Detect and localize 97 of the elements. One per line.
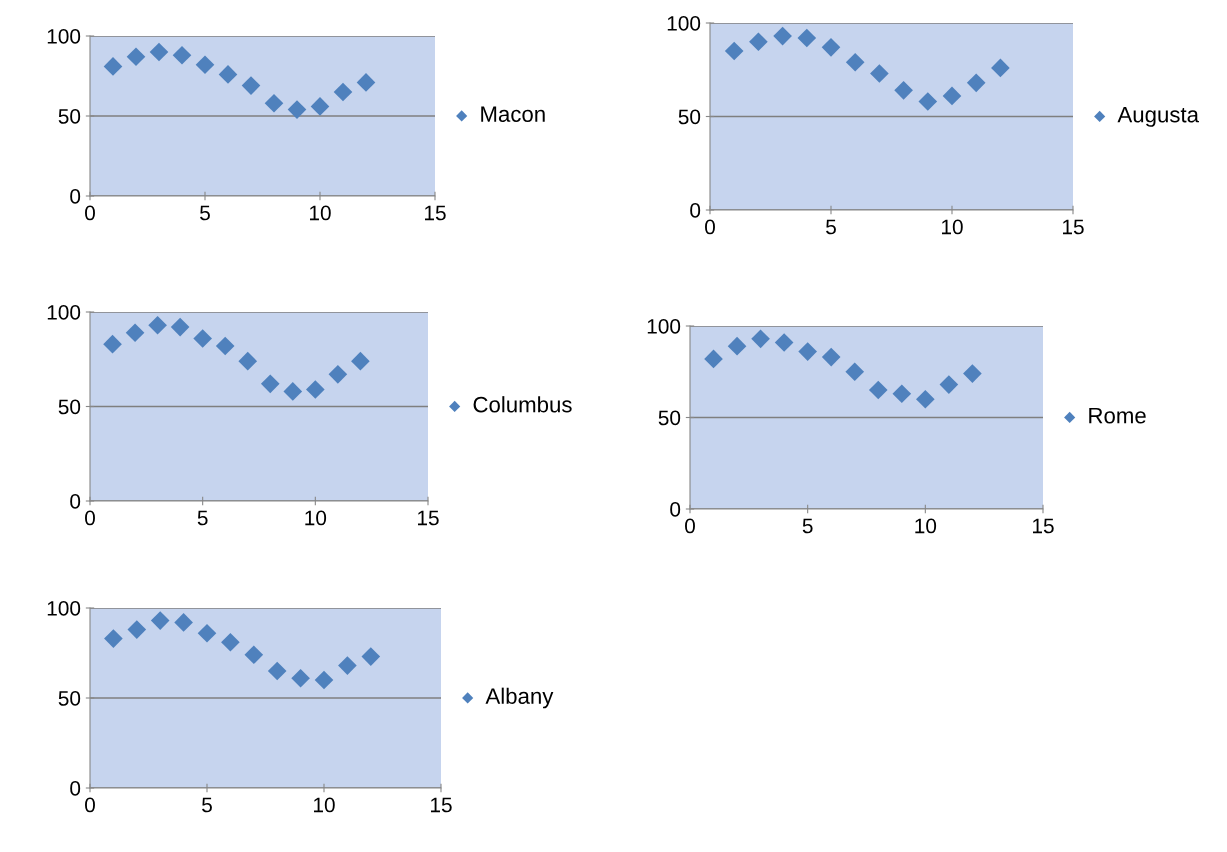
x-tick-label: 5 xyxy=(197,510,208,526)
x-tick-label: 15 xyxy=(1033,518,1054,534)
point xyxy=(939,375,959,394)
point xyxy=(195,55,215,75)
point xyxy=(894,81,913,100)
point xyxy=(868,380,888,400)
x-tick-label: 5 xyxy=(200,205,210,221)
x-tick-label: 15 xyxy=(1063,219,1084,235)
point xyxy=(170,317,190,337)
y-tick-label: 100 xyxy=(47,29,81,44)
point xyxy=(172,45,192,65)
point xyxy=(798,342,817,361)
point xyxy=(241,76,261,95)
x-tick-label: 10 xyxy=(942,219,963,235)
y-tick-label: 50 xyxy=(58,109,81,124)
point xyxy=(774,333,794,352)
point xyxy=(870,64,889,83)
legend-label: Albany xyxy=(485,687,554,709)
point xyxy=(749,32,768,52)
point xyxy=(125,323,145,343)
y-tick-label: 100 xyxy=(47,601,81,616)
y-tick-label: 50 xyxy=(58,691,81,706)
point xyxy=(821,347,841,367)
point xyxy=(333,82,353,102)
point xyxy=(267,661,287,681)
point xyxy=(193,329,212,348)
x-tick-label: 0 xyxy=(85,510,95,526)
y-tick-label: 50 xyxy=(678,109,701,125)
point xyxy=(821,37,841,57)
point xyxy=(150,611,170,630)
point xyxy=(287,100,307,119)
point xyxy=(942,86,962,106)
x-tick-label: 5 xyxy=(826,219,836,235)
point xyxy=(215,336,235,356)
point xyxy=(361,647,381,666)
x-tick-label: 10 xyxy=(305,510,327,526)
point xyxy=(310,97,330,116)
point xyxy=(283,382,303,401)
point xyxy=(991,58,1010,78)
point xyxy=(260,374,280,394)
point xyxy=(103,334,122,354)
point xyxy=(845,52,865,72)
point xyxy=(338,656,357,675)
legend-label: Augusta xyxy=(1117,106,1199,127)
point xyxy=(264,93,284,113)
point xyxy=(966,73,986,93)
legend-label: Rome xyxy=(1089,407,1146,424)
point xyxy=(314,670,334,690)
point xyxy=(724,41,744,61)
x-tick-label: 0 xyxy=(85,797,95,813)
y-tick-label: 100 xyxy=(667,16,701,31)
x-tick-label: 0 xyxy=(85,205,95,221)
point xyxy=(174,613,193,632)
y-tick-label: 100 xyxy=(47,305,81,320)
x-tick-label: 5 xyxy=(802,518,813,534)
legend-label: Columbus xyxy=(473,396,572,413)
x-tick-label: 10 xyxy=(310,205,331,221)
y-tick-label: 50 xyxy=(58,399,81,415)
y-tick-label: 50 xyxy=(658,410,681,426)
y-tick-label: 0 xyxy=(70,781,81,796)
point xyxy=(197,623,217,643)
point xyxy=(704,349,723,369)
x-tick-label: 0 xyxy=(705,219,715,235)
point xyxy=(845,362,865,382)
y-tick-label: 100 xyxy=(647,319,681,334)
point xyxy=(751,329,770,349)
x-tick-label: 15 xyxy=(431,797,452,813)
x-tick-label: 5 xyxy=(202,797,212,813)
y-tick-label: 0 xyxy=(70,189,81,204)
point xyxy=(963,364,982,383)
y-tick-label: 0 xyxy=(70,494,81,509)
point xyxy=(328,365,348,384)
point xyxy=(218,65,238,84)
point xyxy=(351,351,370,371)
point xyxy=(104,629,123,648)
point xyxy=(221,632,240,652)
x-tick-label: 15 xyxy=(418,510,439,526)
point xyxy=(892,384,912,404)
legend-label: Macon xyxy=(481,106,545,122)
point xyxy=(356,73,376,92)
point xyxy=(148,315,167,335)
point xyxy=(916,389,935,409)
point xyxy=(149,42,169,62)
point xyxy=(306,380,325,399)
x-tick-label: 10 xyxy=(314,797,335,813)
point xyxy=(238,351,258,371)
point xyxy=(244,645,264,665)
x-tick-label: 10 xyxy=(915,518,937,534)
point xyxy=(918,92,938,111)
x-tick-label: 15 xyxy=(425,205,446,221)
point xyxy=(797,28,817,48)
point xyxy=(291,668,310,688)
point xyxy=(127,620,147,639)
point xyxy=(773,26,792,46)
point xyxy=(103,57,123,76)
point xyxy=(727,336,747,356)
point xyxy=(126,47,146,67)
